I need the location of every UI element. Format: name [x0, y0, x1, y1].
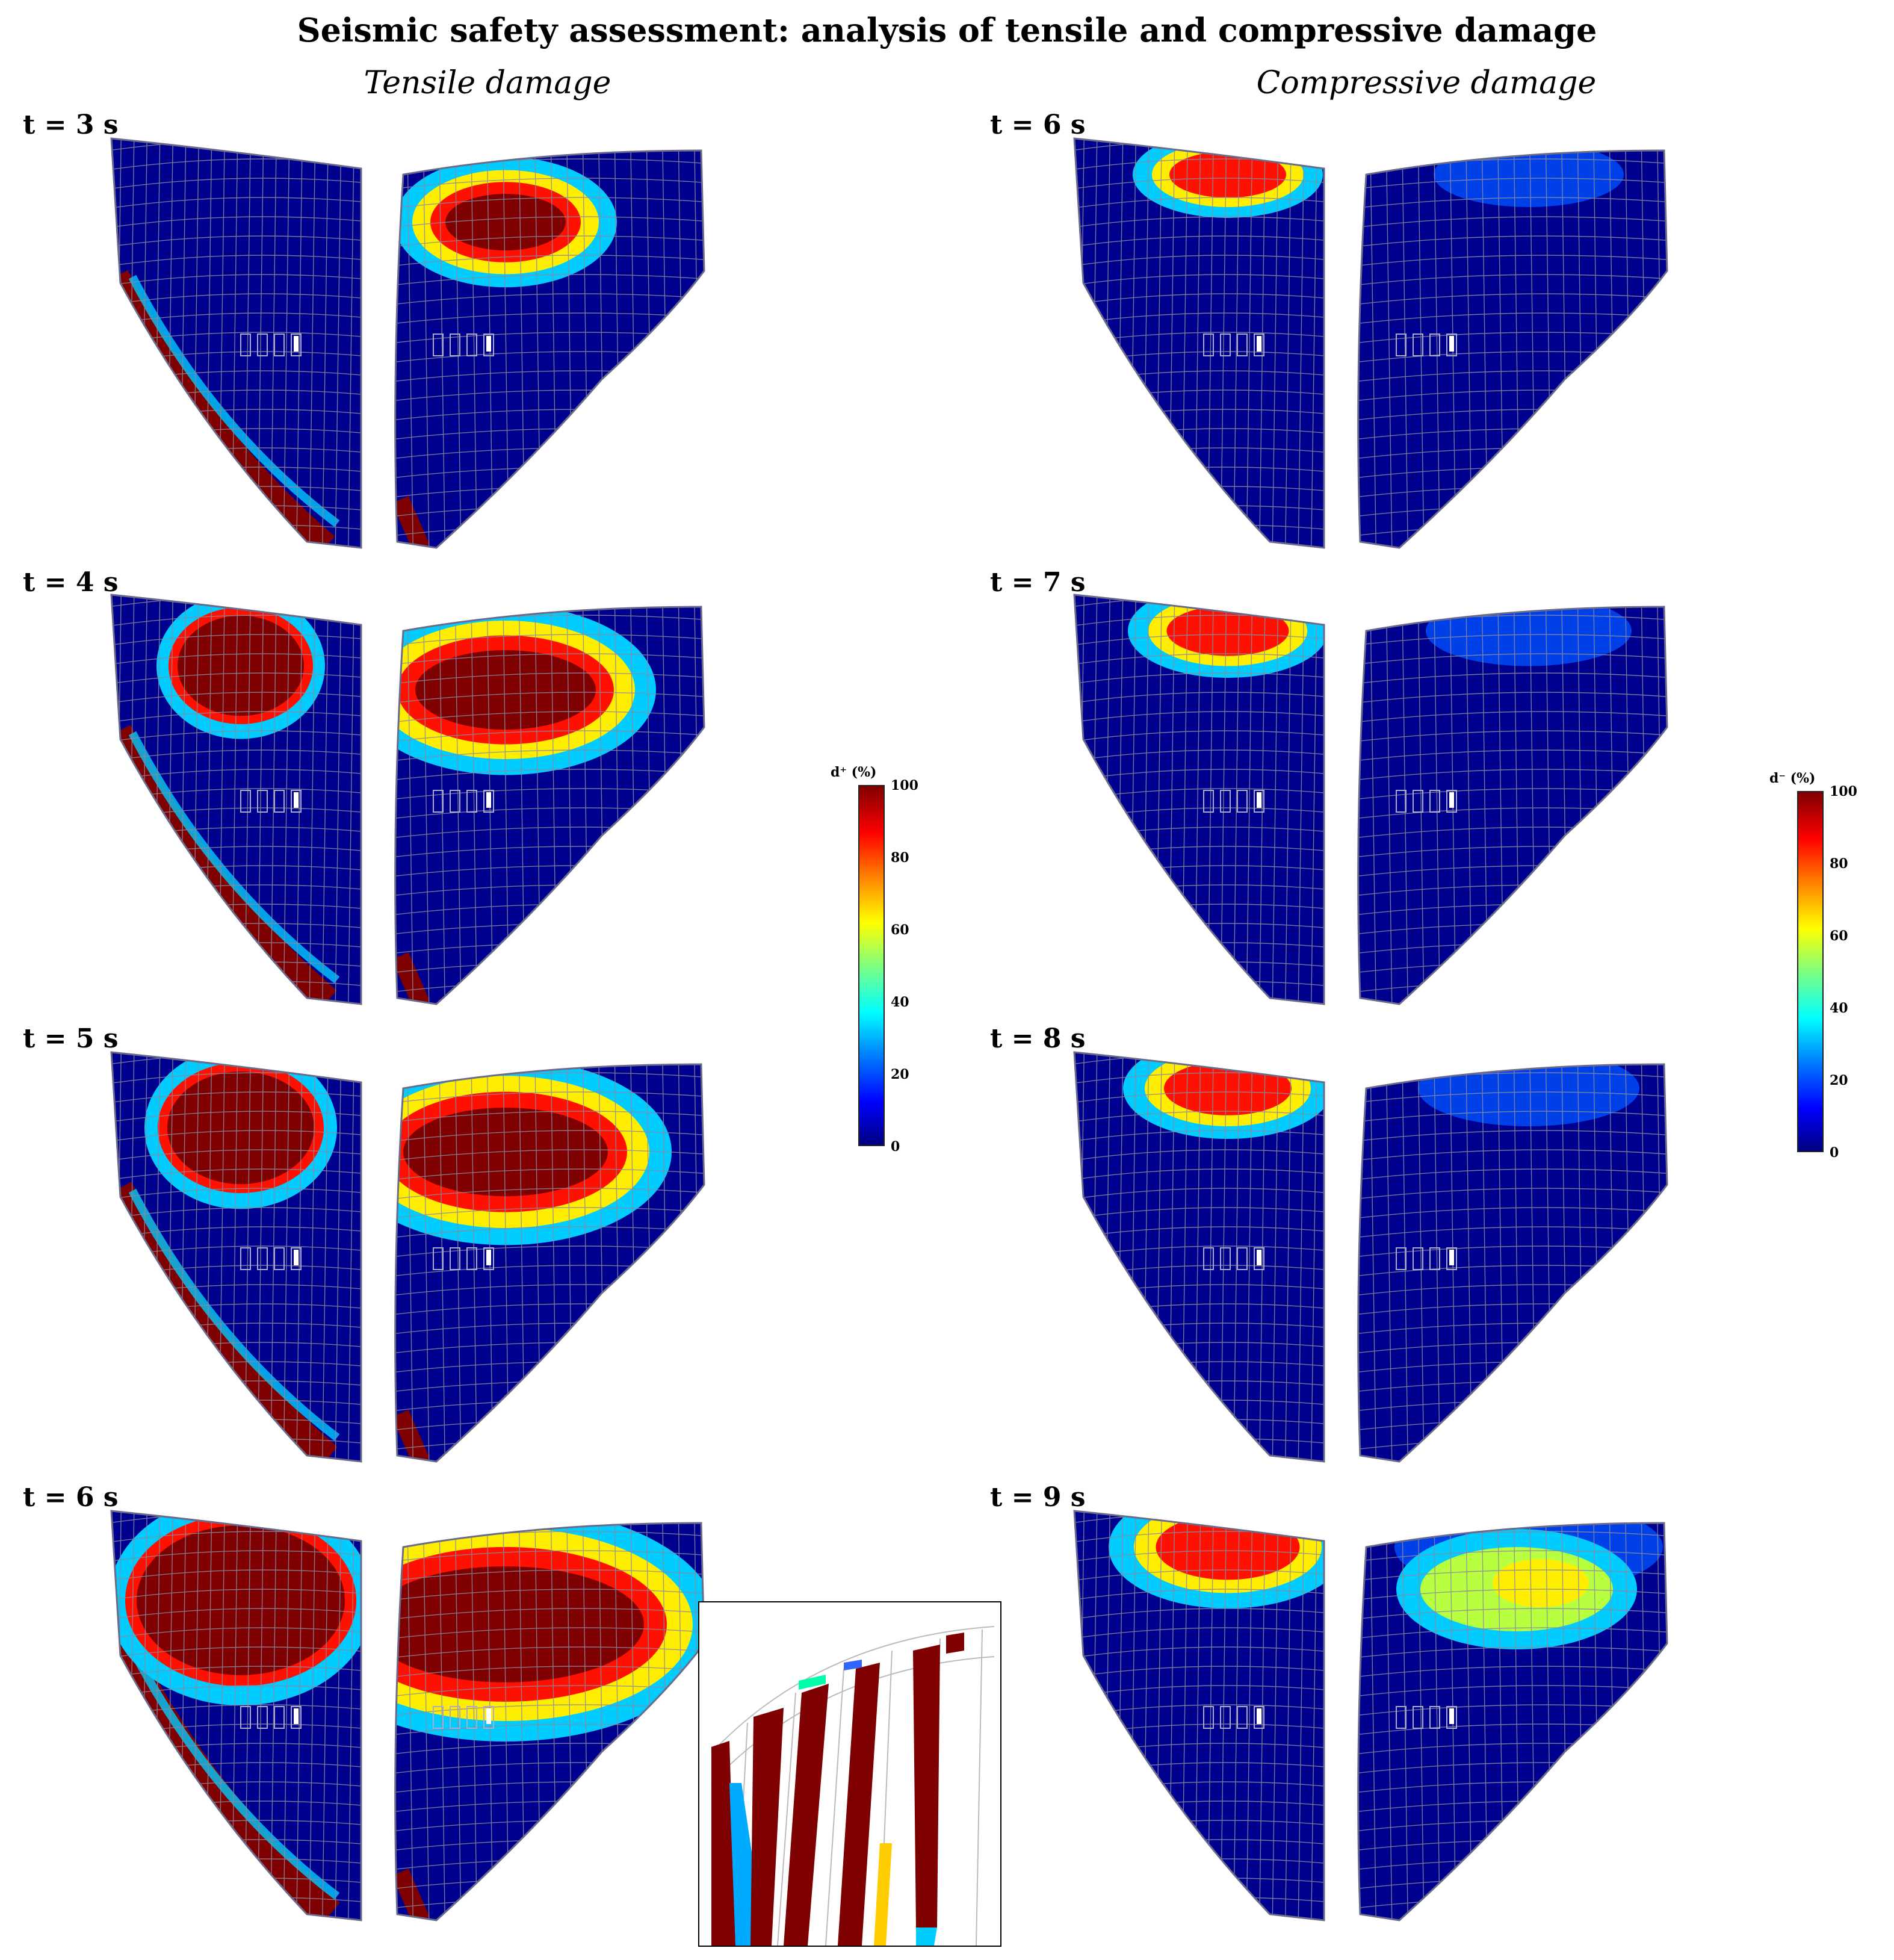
tensile-panel-4 [108, 1499, 746, 1932]
time-label-compressive-3: t = 8 s [990, 1023, 1086, 1054]
colorbar-tensile-gradient [858, 785, 885, 1146]
colorbar-compressive-tick: 0 [1830, 1145, 1839, 1161]
time-label-tensile-1: t = 3 s [23, 110, 119, 140]
shell-left [111, 1511, 361, 1920]
figure-title: Seismic safety assessment: analysis of t… [297, 11, 1597, 49]
detail-inset [698, 1601, 1001, 1947]
time-label-compressive-1: t = 6 s [990, 110, 1086, 140]
colorbar-compressive-title: d⁻ (%) [1769, 771, 1816, 786]
tensile-panel-1 [108, 126, 746, 560]
colorbar-tensile-tick: 0 [891, 1139, 900, 1155]
shell-right [1358, 607, 1668, 1004]
colorbar-tensile-title: d⁺ (%) [831, 764, 877, 780]
tensile-panel-3 [108, 1040, 746, 1474]
shell-right [395, 607, 705, 1004]
colorbar-tensile-tick: 40 [891, 994, 909, 1010]
compressive-panel-1 [1071, 126, 1709, 560]
shell-left [111, 595, 361, 1004]
colorbar-compressive-tick: 100 [1830, 784, 1857, 799]
compressive-panel-2 [1071, 583, 1709, 1016]
shell-right [1358, 1064, 1668, 1462]
shell-right [395, 150, 705, 548]
time-label-tensile-3: t = 5 s [23, 1023, 119, 1054]
shell-right [1358, 1523, 1668, 1920]
shell-left [111, 138, 361, 548]
time-label-compressive-2: t = 7 s [990, 567, 1086, 598]
colorbar-compressive-tick: 60 [1830, 928, 1848, 944]
shell-left [1074, 138, 1324, 548]
colorbar-tensile-tick: 100 [891, 778, 918, 793]
colorbar-tensile-tick: 60 [891, 922, 909, 938]
shell-left [1074, 1052, 1324, 1462]
compressive-panel-4 [1071, 1499, 1709, 1932]
colorbar-tensile-tick: 80 [891, 850, 909, 866]
colorbar-compressive-gradient [1797, 791, 1824, 1152]
column-heading-tensile: Tensile damage [364, 65, 611, 101]
time-label-compressive-4: t = 9 s [990, 1482, 1086, 1513]
shell-left [1074, 595, 1324, 1004]
time-label-tensile-4: t = 6 s [23, 1482, 119, 1513]
colorbar-compressive-tick: 80 [1830, 856, 1848, 872]
time-label-tensile-2: t = 4 s [23, 567, 119, 598]
shell-right [1358, 150, 1668, 548]
column-heading-compressive: Compressive damage [1256, 65, 1597, 101]
tensile-panel-2 [108, 583, 746, 1016]
colorbar-tensile-tick: 20 [891, 1067, 909, 1082]
compressive-panel-3 [1071, 1040, 1709, 1474]
shell-left [111, 1052, 361, 1462]
colorbar-compressive-tick: 20 [1830, 1073, 1848, 1088]
colorbar-compressive-tick: 40 [1830, 1000, 1848, 1016]
shell-left [1074, 1511, 1324, 1920]
